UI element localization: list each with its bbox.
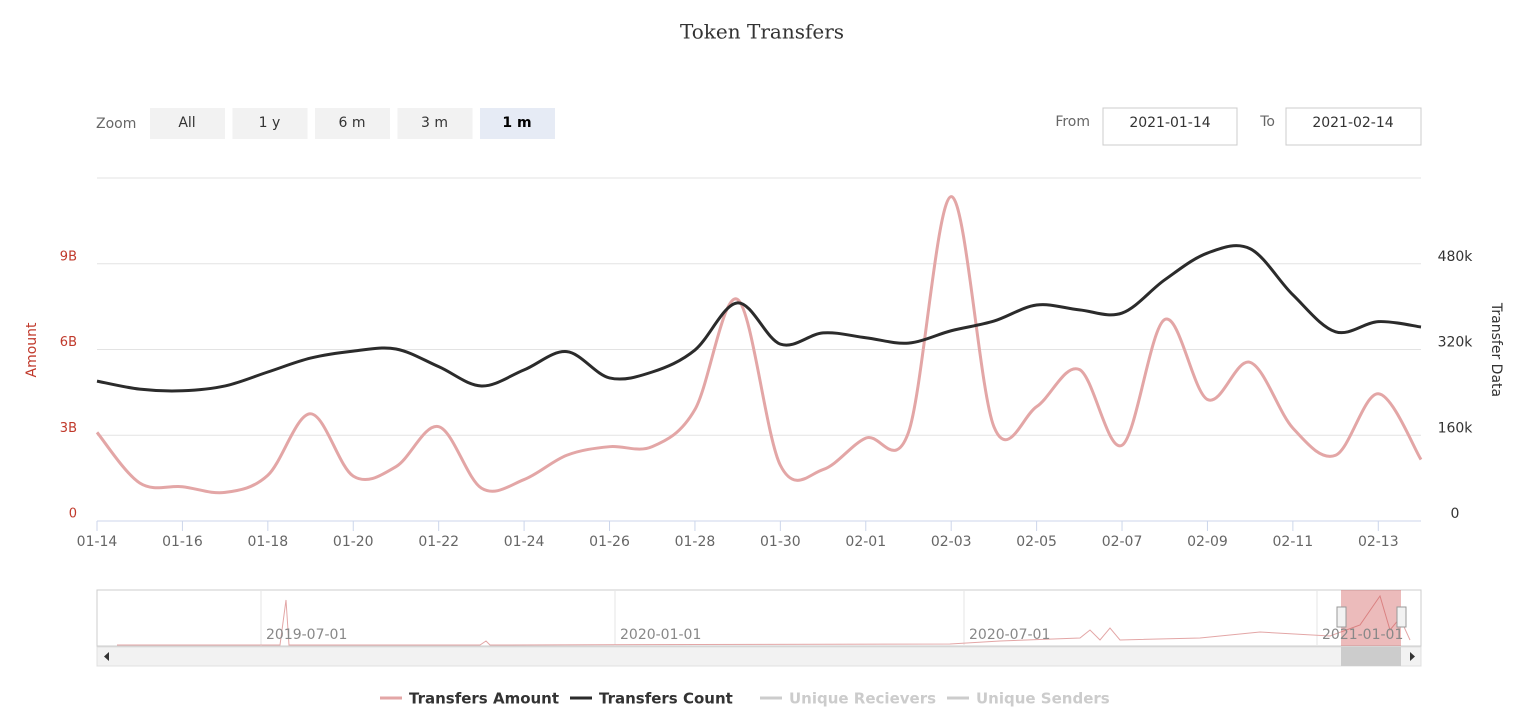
zoom-button[interactable] <box>480 108 555 139</box>
navigator-label: 2020-07-01 <box>969 627 1050 643</box>
x-tick-label: 02-01 <box>845 534 886 550</box>
legend-label[interactable]: Unique Senders <box>976 690 1110 708</box>
navigator-mask[interactable] <box>1341 590 1401 646</box>
x-tick-label: 01-26 <box>589 534 630 550</box>
zoom-button-label[interactable]: 6 m <box>339 115 366 131</box>
y2-tick-label: 0 <box>1451 506 1460 522</box>
navigator-series <box>117 594 1411 646</box>
x-tick-label: 01-28 <box>675 534 716 550</box>
zoom-button-label[interactable]: 1 y <box>259 115 281 131</box>
y-tick-label: 3B <box>60 421 77 436</box>
series-line <box>96 244 1422 393</box>
navigator-handle[interactable] <box>1336 606 1347 628</box>
scroll-left[interactable] <box>104 652 109 661</box>
navigator-handle[interactable] <box>1396 606 1407 628</box>
zoom-label: Zoom <box>96 116 136 132</box>
navigator-label: 2021-01-01 <box>1322 627 1403 643</box>
navigator-label: 2019-07-01 <box>266 627 347 643</box>
y2-axis-title: Transfer Data <box>1488 302 1504 397</box>
to-input[interactable] <box>1285 107 1422 146</box>
series-line <box>95 195 1423 495</box>
to-value[interactable]: 2021-02-14 <box>1312 115 1393 131</box>
scrollbar-thumb[interactable] <box>1341 647 1401 666</box>
x-tick-label: 02-07 <box>1102 534 1143 550</box>
y2-tick-label: 480k <box>1438 249 1474 265</box>
y2-tick-label: 160k <box>1438 420 1474 436</box>
zoom-button-label[interactable]: All <box>178 115 195 131</box>
zoom-button[interactable] <box>315 108 390 139</box>
y-tick-label: 0 <box>69 507 77 522</box>
zoom-button-label[interactable]: 1 m <box>502 115 531 131</box>
y-axis-title: Amount <box>24 322 40 378</box>
zoom-button[interactable] <box>150 108 225 139</box>
legend-label[interactable]: Transfers Amount <box>409 690 559 708</box>
from-input[interactable] <box>1102 107 1238 146</box>
to-label: To <box>1259 114 1275 130</box>
x-tick-label: 02-03 <box>931 534 972 550</box>
x-tick-label: 01-22 <box>418 534 459 550</box>
x-tick-label: 02-11 <box>1273 534 1314 550</box>
x-tick-label: 02-05 <box>1016 534 1057 550</box>
legend-label[interactable]: Unique Recievers <box>789 690 936 708</box>
x-tick-label: 01-18 <box>247 534 288 550</box>
zoom-button[interactable] <box>397 108 473 139</box>
x-tick-label: 01-14 <box>77 534 118 550</box>
y2-tick-label: 320k <box>1438 335 1474 351</box>
navigator[interactable] <box>96 589 1422 647</box>
x-tick-label: 01-24 <box>504 534 545 550</box>
scroll-right[interactable] <box>1410 652 1415 661</box>
x-tick-label: 02-13 <box>1358 534 1399 550</box>
x-tick-label: 01-16 <box>162 534 203 550</box>
from-value[interactable]: 2021-01-14 <box>1129 115 1210 131</box>
legend-label[interactable]: Transfers Count <box>599 690 733 708</box>
x-tick-label: 01-30 <box>760 534 801 550</box>
scrollbar[interactable] <box>96 646 1422 667</box>
from-label: From <box>1055 114 1090 130</box>
navigator-label: 2020-01-01 <box>620 627 701 643</box>
x-tick-label: 01-20 <box>333 534 374 550</box>
y-tick-label: 6B <box>60 335 77 350</box>
zoom-button[interactable] <box>232 108 308 139</box>
y-tick-label: 9B <box>60 249 77 264</box>
chart-title: Token Transfers <box>680 20 844 44</box>
x-tick-label: 02-09 <box>1187 534 1228 550</box>
zoom-button-label[interactable]: 3 m <box>421 115 448 131</box>
